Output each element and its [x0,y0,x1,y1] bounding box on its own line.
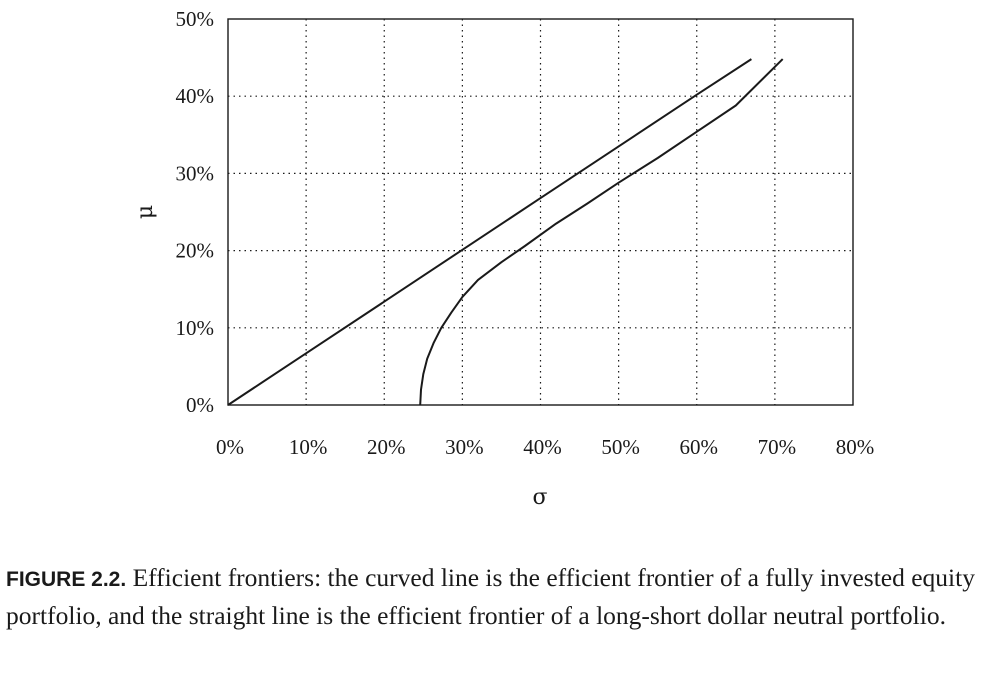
y-tick-label: 30% [176,161,215,185]
figure-caption: FIGURE 2.2. Efficient frontiers: the cur… [6,560,992,634]
y-tick-label: 10% [176,316,215,340]
x-tick-label: 70% [758,435,797,459]
figure-label: FIGURE 2.2. [6,568,127,591]
x-tick-label: 50% [601,435,640,459]
caption-text: Efficient frontiers: the curved line is … [6,563,975,630]
plot-area-frame [227,18,854,406]
x-tick-label: 80% [836,435,875,459]
x-tick-label: 0% [216,435,244,459]
y-tick-label: 50% [176,7,215,31]
y-tick-label: 20% [176,239,215,263]
series-lines [227,58,784,406]
x-tick-label: 30% [445,435,484,459]
x-axis-tick-labels: 0% 10% 20% 30% 40% 50% 60% 70% 80% [216,435,874,459]
y-tick-label: 0% [186,393,214,417]
x-axis-title: σ [532,485,547,510]
x-tick-label: 40% [523,435,562,459]
x-tick-label: 20% [367,435,406,459]
straight-frontier-line [227,58,752,406]
y-axis-tick-labels: 0% 10% 20% 30% 40% 50% [176,7,215,417]
efficient-frontier-chart: 0% 10% 20% 30% 40% 50% 0% 10% 20% 30% 40% 50% 60% 70… [133,7,874,510]
y-axis-title: μ [133,205,158,219]
curved-frontier-line [419,58,784,406]
x-tick-label: 10% [289,435,328,459]
grid-lines [228,19,853,405]
y-tick-label: 40% [176,84,215,108]
x-tick-label: 60% [680,435,719,459]
